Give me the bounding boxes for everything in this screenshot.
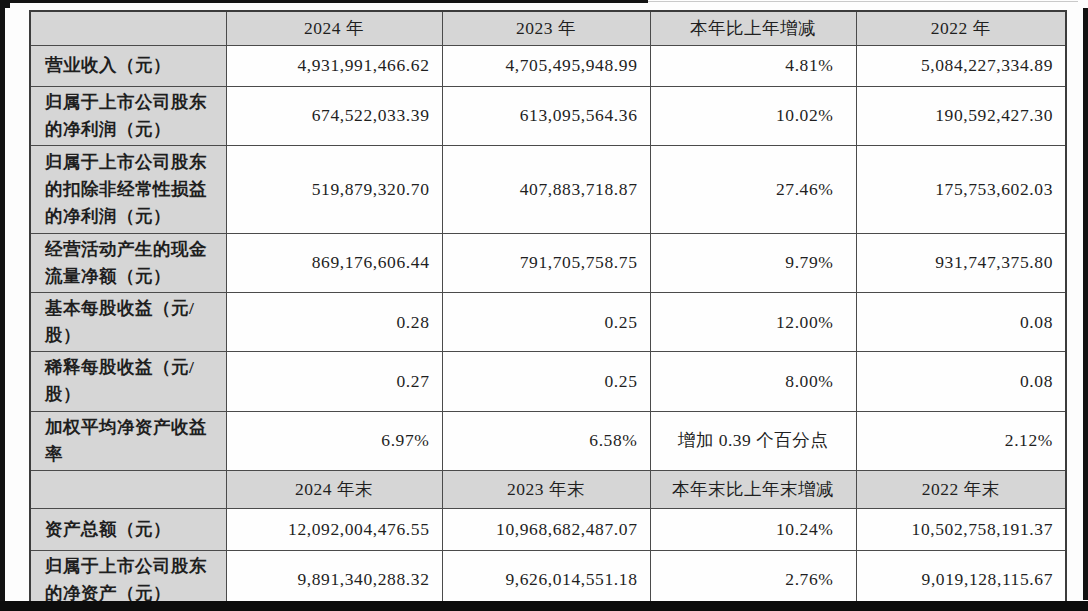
table-row-net-profit-excl-nonrecurring: 归属于上市公司股东的扣除非经常性损益的净利润（元） 519,879,320.70…: [30, 145, 1066, 233]
value-change: 9.79%: [650, 233, 856, 292]
value-change: 10.02%: [650, 86, 856, 145]
value-2023: 613,095,564.36: [442, 86, 650, 145]
table-row-revenue: 营业收入（元） 4,931,991,466.62 4,705,495,948.9…: [30, 45, 1066, 86]
value-2023: 407,883,718.87: [442, 145, 650, 233]
row-label: 稀释每股收益（元/股）: [30, 352, 226, 411]
row-label: 归属于上市公司股东的净利润（元）: [30, 86, 226, 145]
table-row-total-assets: 资产总额（元） 12,092,004,476.55 10,968,682,487…: [30, 508, 1066, 550]
table-row-net-profit: 归属于上市公司股东的净利润（元） 674,522,033.39 613,095,…: [30, 86, 1066, 145]
header-2023-end: 2023 年末: [442, 470, 650, 508]
row-label: 营业收入（元）: [30, 45, 226, 86]
value-2024: 869,176,606.44: [226, 233, 442, 292]
scan-edge-left: [0, 3, 5, 603]
scan-edge-bottom: [0, 601, 1088, 611]
value-2024: 12,092,004,476.55: [226, 508, 442, 550]
row-label: 基本每股收益（元/股）: [30, 293, 226, 352]
scan-edge-right: [1083, 8, 1088, 600]
header-empty-cell: [30, 11, 226, 45]
value-2022: 0.08: [856, 352, 1066, 411]
value-2022: 0.08: [856, 293, 1066, 352]
header-2024: 2024 年: [226, 11, 442, 45]
row-label: 资产总额（元）: [30, 508, 226, 550]
value-change: 4.81%: [650, 45, 856, 86]
value-2024: 519,879,320.70: [226, 145, 442, 233]
value-2024: 674,522,033.39: [226, 86, 442, 145]
scan-edge-top: [0, 0, 648, 3]
value-2023: 791,705,758.75: [442, 233, 650, 292]
row-label: 加权平均净资产收益率: [30, 411, 226, 470]
period-end-header-row: 2024 年末 2023 年末 本年末比上年末增减 2022 年末: [30, 470, 1066, 508]
scanned-page: 2024 年 2023 年 本年比上年增减 2022 年 营业收入（元） 4,9…: [0, 0, 1088, 611]
value-change: 8.00%: [650, 352, 856, 411]
value-2023: 0.25: [442, 352, 650, 411]
table-row-diluted-eps: 稀释每股收益（元/股） 0.27 0.25 8.00% 0.08: [30, 352, 1066, 411]
value-change: 27.46%: [650, 145, 856, 233]
value-2024: 6.97%: [226, 411, 442, 470]
table-row-basic-eps: 基本每股收益（元/股） 0.28 0.25 12.00% 0.08: [30, 293, 1066, 352]
header-yoy-change: 本年比上年增减: [650, 11, 856, 45]
value-change: 12.00%: [650, 293, 856, 352]
header-2023: 2023 年: [442, 11, 650, 45]
value-2023: 6.58%: [442, 411, 650, 470]
value-2022: 931,747,375.80: [856, 233, 1066, 292]
row-label: 经营活动产生的现金流量净额（元）: [30, 233, 226, 292]
row-label: 归属于上市公司股东的扣除非经常性损益的净利润（元）: [30, 145, 226, 233]
header-yoy-end-change: 本年末比上年末增减: [650, 470, 856, 508]
value-2023: 10,968,682,487.07: [442, 508, 650, 550]
value-2024: 0.28: [226, 293, 442, 352]
value-2022: 190,592,427.30: [856, 86, 1066, 145]
value-2022: 2.12%: [856, 411, 1066, 470]
scan-edge-top-faint: [648, 1, 1078, 2]
value-2023: 0.25: [442, 293, 650, 352]
value-change: 10.24%: [650, 508, 856, 550]
value-2022: 10,502,758,191.37: [856, 508, 1066, 550]
header-2024-end: 2024 年末: [226, 470, 442, 508]
table-row-operating-cash-flow: 经营活动产生的现金流量净额（元） 869,176,606.44 791,705,…: [30, 233, 1066, 292]
period-header-row: 2024 年 2023 年 本年比上年增减 2022 年: [30, 11, 1066, 45]
value-2022: 175,753,602.03: [856, 145, 1066, 233]
header-2022: 2022 年: [856, 11, 1066, 45]
value-2023: 4,705,495,948.99: [442, 45, 650, 86]
table-row-weighted-avg-roe: 加权平均净资产收益率 6.97% 6.58% 增加 0.39 个百分点 2.12…: [30, 411, 1066, 470]
header-empty-cell: [30, 470, 226, 508]
header-2022-end: 2022 年末: [856, 470, 1066, 508]
value-2024: 4,931,991,466.62: [226, 45, 442, 86]
value-2022: 5,084,227,334.89: [856, 45, 1066, 86]
financial-summary-table: 2024 年 2023 年 本年比上年增减 2022 年 营业收入（元） 4,9…: [29, 10, 1067, 611]
value-2024: 0.27: [226, 352, 442, 411]
value-change: 增加 0.39 个百分点: [650, 411, 856, 470]
